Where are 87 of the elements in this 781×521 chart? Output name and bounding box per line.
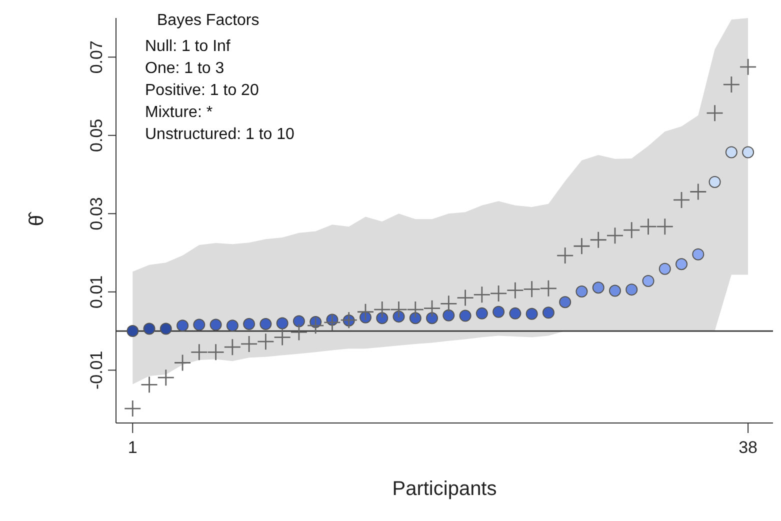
point bbox=[672, 191, 690, 209]
point bbox=[573, 237, 590, 255]
point bbox=[559, 296, 572, 308]
point bbox=[359, 311, 372, 324]
point bbox=[656, 218, 674, 236]
point bbox=[608, 284, 621, 297]
point bbox=[260, 318, 272, 330]
point bbox=[642, 274, 654, 287]
point bbox=[140, 376, 158, 394]
point bbox=[492, 306, 505, 318]
annotation: Mixture: * bbox=[145, 103, 214, 123]
point bbox=[306, 316, 324, 334]
point bbox=[676, 258, 688, 270]
point bbox=[456, 289, 474, 306]
point bbox=[706, 104, 724, 122]
point bbox=[742, 146, 754, 158]
point bbox=[406, 300, 424, 318]
point bbox=[210, 318, 222, 331]
point bbox=[509, 307, 522, 320]
point bbox=[490, 284, 508, 302]
point bbox=[256, 332, 274, 350]
point bbox=[276, 317, 288, 330]
point bbox=[708, 176, 721, 188]
point bbox=[174, 354, 192, 372]
point bbox=[473, 286, 491, 304]
y-tick-label: 0.07 bbox=[87, 40, 106, 74]
point bbox=[526, 308, 538, 320]
point bbox=[689, 183, 707, 200]
point bbox=[542, 306, 554, 319]
x-axis-title: Participants bbox=[392, 478, 497, 500]
point bbox=[590, 231, 608, 249]
point bbox=[592, 282, 604, 294]
x-tick-label: 1 bbox=[128, 438, 138, 458]
annotation: Positive: 1 to 20 bbox=[145, 81, 260, 101]
point bbox=[226, 320, 238, 332]
point bbox=[409, 312, 422, 324]
point bbox=[373, 300, 391, 318]
point bbox=[224, 338, 242, 356]
point bbox=[442, 309, 455, 322]
point bbox=[423, 300, 441, 318]
annotation: One: 1 to 3 bbox=[145, 59, 226, 79]
point bbox=[274, 328, 292, 346]
point bbox=[725, 146, 738, 158]
point bbox=[243, 318, 256, 330]
point bbox=[207, 343, 224, 361]
annotation: Bayes Factors bbox=[156, 11, 260, 31]
point bbox=[606, 226, 624, 244]
point bbox=[622, 221, 640, 239]
point bbox=[739, 58, 757, 76]
point bbox=[143, 322, 156, 335]
point bbox=[440, 294, 458, 312]
point bbox=[356, 303, 374, 321]
point bbox=[506, 282, 524, 300]
point bbox=[658, 262, 671, 275]
point bbox=[126, 325, 139, 338]
point bbox=[426, 312, 438, 324]
y-tick-label: -0.01 bbox=[87, 350, 106, 390]
point bbox=[390, 300, 408, 318]
point bbox=[556, 246, 574, 264]
y-tick-label: 0.05 bbox=[87, 118, 106, 152]
point bbox=[476, 307, 488, 320]
point bbox=[292, 315, 305, 328]
point bbox=[160, 322, 172, 335]
point bbox=[576, 286, 588, 298]
y-tick-label: 0.03 bbox=[87, 197, 106, 230]
point bbox=[459, 310, 472, 322]
point bbox=[640, 218, 657, 236]
point bbox=[176, 320, 189, 332]
point bbox=[193, 318, 206, 331]
point bbox=[157, 368, 175, 386]
y-tick-label: 0.01 bbox=[87, 275, 106, 308]
point bbox=[376, 312, 388, 324]
x-tick-label: 38 bbox=[738, 438, 758, 458]
point bbox=[722, 76, 740, 94]
point bbox=[240, 335, 258, 353]
point bbox=[540, 280, 558, 298]
point bbox=[324, 314, 341, 332]
point bbox=[290, 324, 308, 341]
y-axis-title: θ̂ bbox=[26, 210, 48, 226]
point bbox=[692, 248, 704, 260]
annotation: Null: 1 to Inf bbox=[145, 37, 232, 57]
point bbox=[340, 311, 358, 329]
point bbox=[124, 400, 142, 418]
annotation: Unstructured: 1 to 10 bbox=[145, 125, 294, 145]
point bbox=[523, 280, 541, 298]
point bbox=[190, 343, 208, 361]
point bbox=[626, 284, 638, 296]
